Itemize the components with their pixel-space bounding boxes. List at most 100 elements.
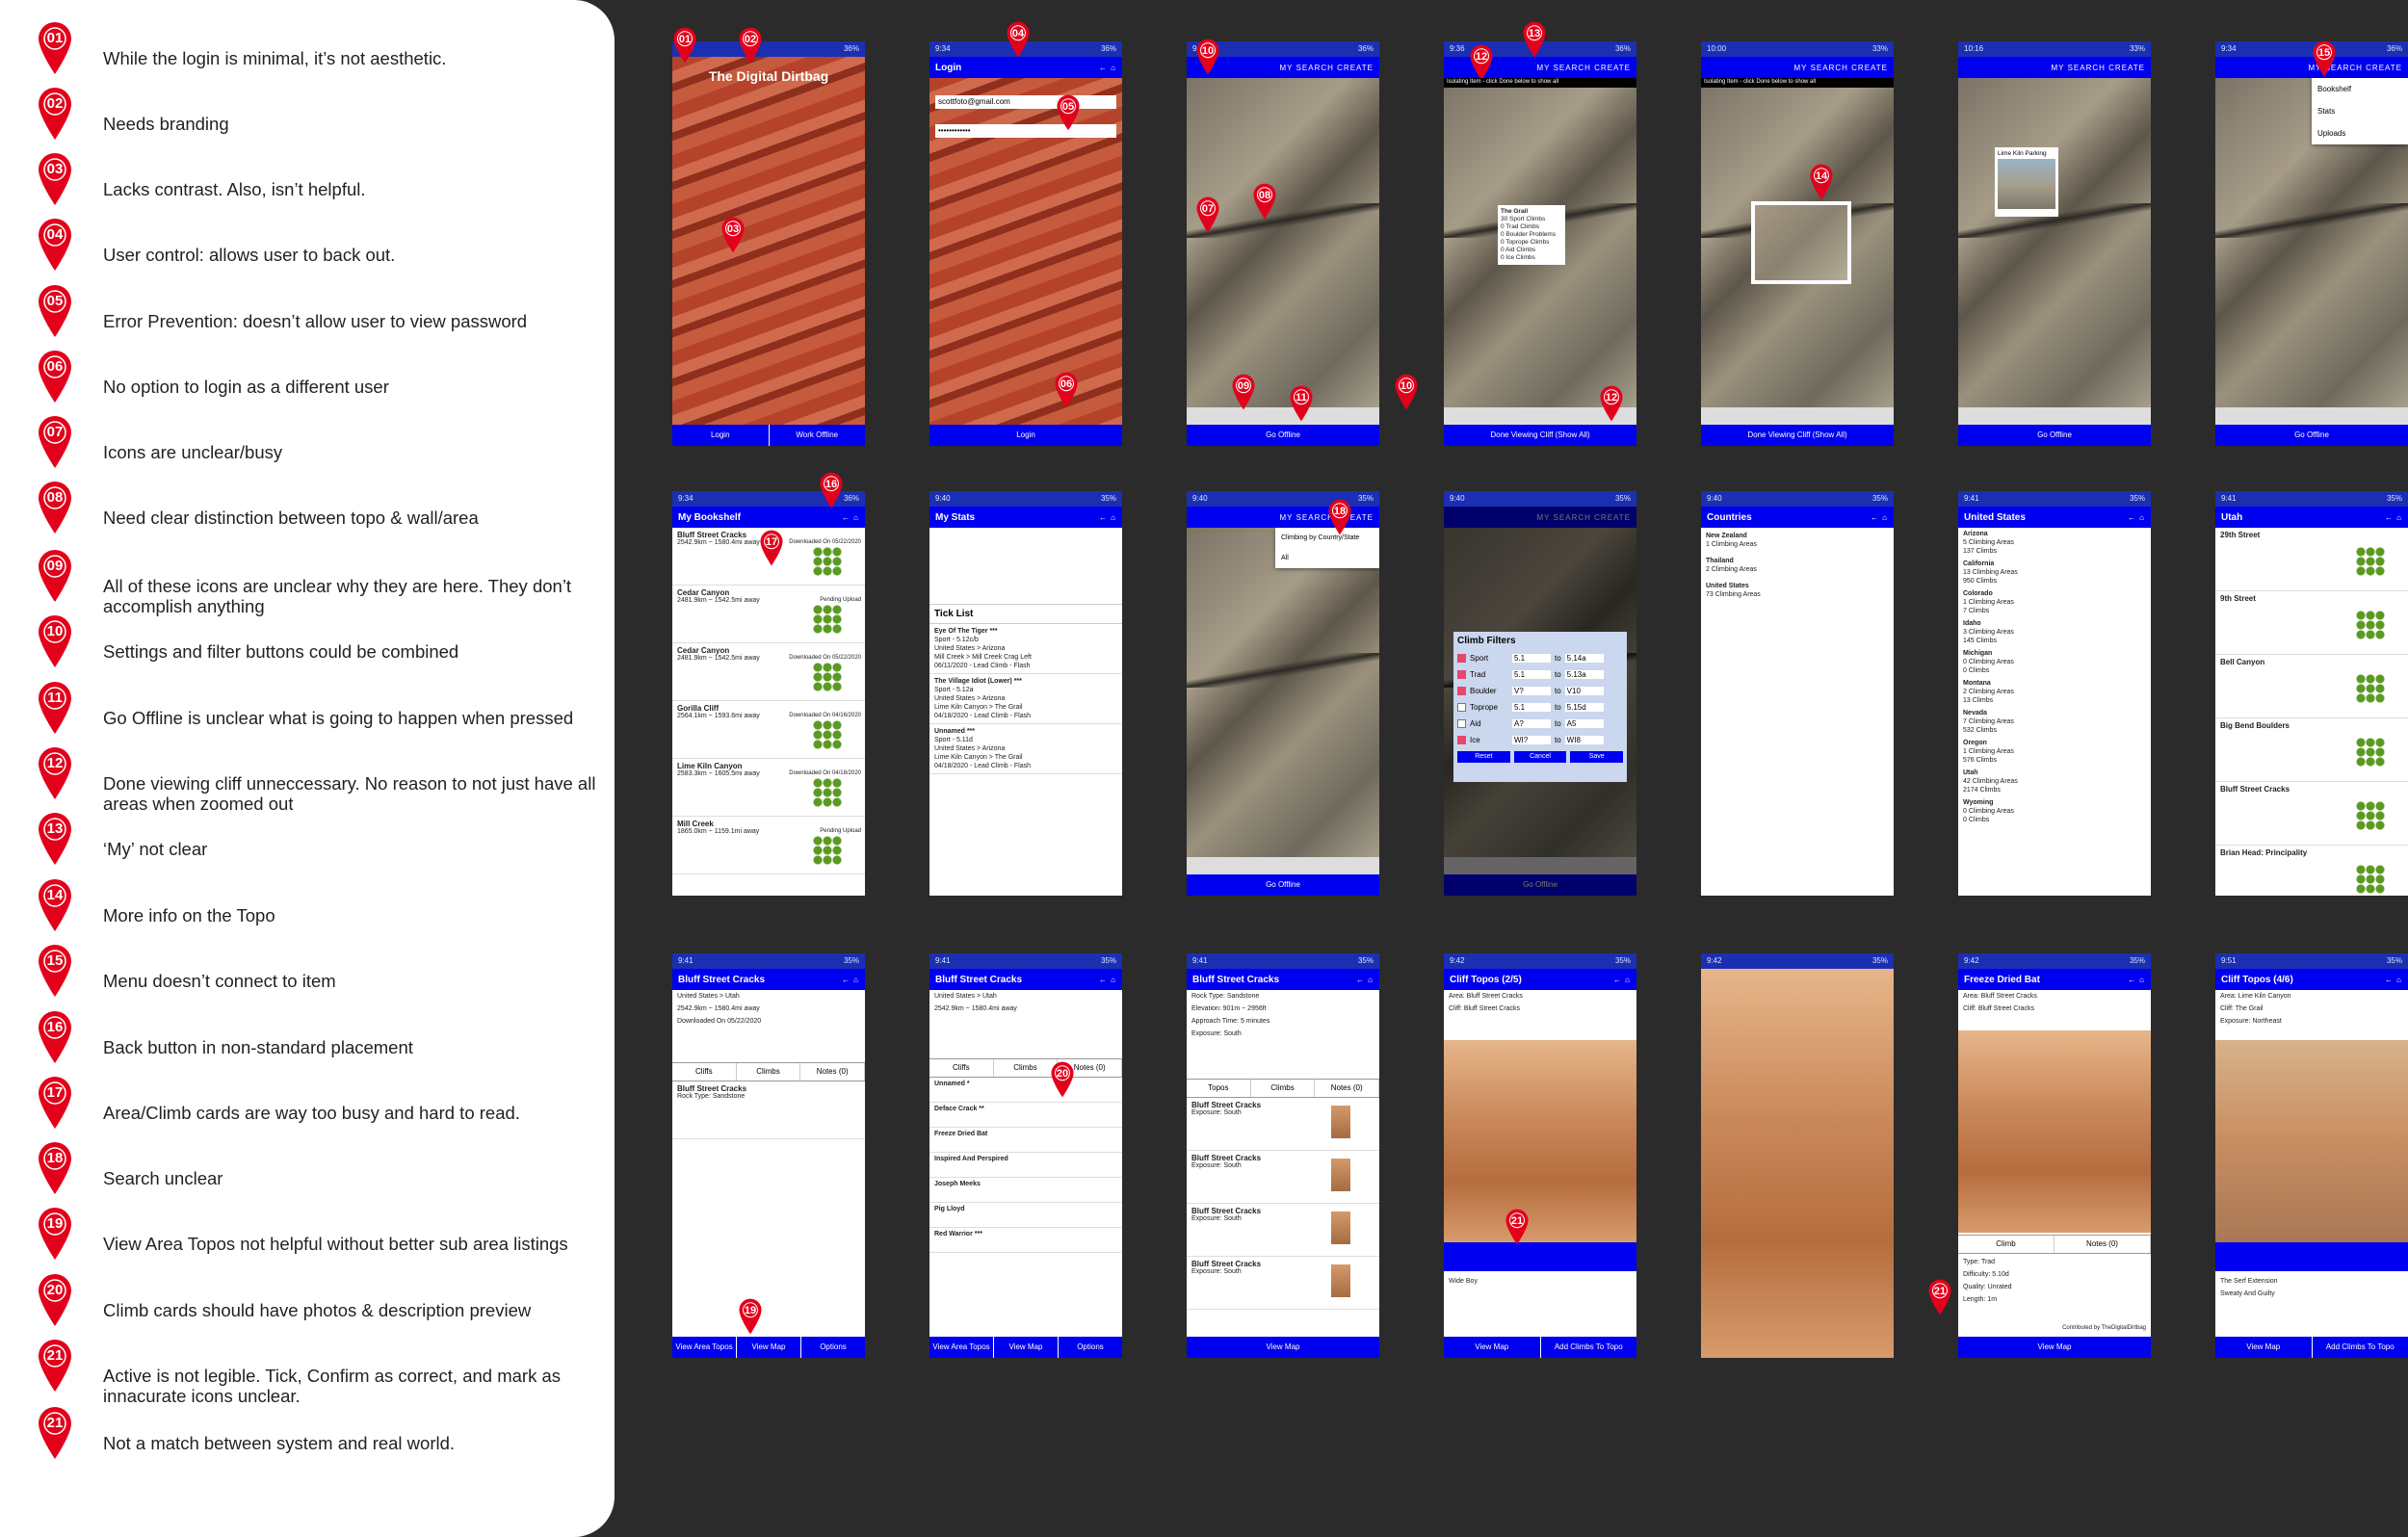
climb-card[interactable]: Freeze Dried Bat	[929, 1128, 1122, 1153]
season-dots	[2356, 738, 2385, 767]
tick-item[interactable]: The Village Idiot (Lower) *** Sport - 5.1…	[929, 674, 1122, 724]
map-menu[interactable]: MY SEARCH CREATE	[1279, 63, 1374, 72]
state-item[interactable]: Wyoming 0 Climbing Areas 0 Climbs	[1963, 799, 2014, 823]
country-item[interactable]: Thailand 2 Climbing Areas	[1706, 558, 1757, 573]
cliff-card[interactable]: Bluff Street Cracks Rock Type: Sandstone	[672, 1081, 865, 1139]
tab-notes[interactable]: Notes (0)	[800, 1063, 865, 1081]
annotation-legend: 01 While the login is minimal, it’s not a…	[0, 0, 615, 1537]
filter-row[interactable]: Boulder V? to V10	[1457, 683, 1623, 699]
area-card[interactable]: Mill Creek 1865.0km ~ 1159.1mi away Pendin…	[672, 817, 865, 874]
checkbox[interactable]	[1457, 736, 1466, 744]
legend-text: View Area Topos not helpful without bett…	[103, 1234, 568, 1254]
area-card[interactable]: Bluff Street Cracks	[2215, 782, 2408, 846]
checkbox[interactable]	[1457, 687, 1466, 695]
state-item[interactable]: Nevada 7 Climbing Areas 532 Climbs	[1963, 710, 2014, 734]
map-pin-icon: 02	[37, 87, 73, 141]
tab-climbs[interactable]: Climbs	[737, 1063, 801, 1081]
state-item[interactable]: Colorado 1 Climbing Areas 7 Climbs	[1963, 590, 2014, 614]
legend-text: All of these icons are unclear why they …	[103, 576, 572, 616]
topo-card[interactable]: Bluff Street Cracks Exposure: South	[1187, 1257, 1379, 1310]
work-offline-button[interactable]: Work Offline	[796, 430, 839, 439]
climb-card[interactable]: Red Warrior ***	[929, 1228, 1122, 1253]
filter-row[interactable]: Ice WI? to WI8	[1457, 732, 1623, 748]
tick-item[interactable]: Unnamed *** Sport - 5.11d United States > …	[929, 724, 1122, 774]
filter-row[interactable]: Sport 5.1 to 5.14a	[1457, 650, 1623, 666]
state-item[interactable]: Michigan 0 Climbing Areas 0 Climbs	[1963, 650, 2014, 674]
topo-thumbnail-popup[interactable]	[1751, 201, 1851, 284]
save-button[interactable]: Save	[1570, 751, 1624, 763]
area-card[interactable]: Cedar Canyon 2481.9km ~ 1542.5mi away Pend…	[672, 586, 865, 643]
area-card[interactable]: Lime Kiln Canyon 2583.3km ~ 1605.5mi away…	[672, 759, 865, 817]
annotation-pin-icon: 21	[1505, 1209, 1530, 1245]
state-item[interactable]: Montana 2 Climbing Areas 13 Climbs	[1963, 680, 2014, 704]
climb-card[interactable]: Pig Lloyd	[929, 1203, 1122, 1228]
climb-card[interactable]: Deface Crack **	[929, 1103, 1122, 1128]
state-item[interactable]: Oregon 1 Climbing Areas 576 Climbs	[1963, 740, 2014, 764]
reset-button[interactable]: Reset	[1457, 751, 1510, 763]
climb-card[interactable]: Joseph Meeks	[929, 1178, 1122, 1203]
map-pin-icon: 15	[37, 944, 73, 998]
back-home-icons[interactable]: ← ⌂	[1098, 63, 1116, 72]
climb-card[interactable]: Inspired And Perspired	[929, 1153, 1122, 1178]
menu-item-stats[interactable]: Stats	[2317, 107, 2336, 116]
active-topo-bar[interactable]	[1444, 1242, 1636, 1271]
area-card[interactable]: 29th Street	[2215, 528, 2408, 591]
search-all[interactable]: All	[1281, 555, 1289, 561]
login-button[interactable]: Login	[672, 425, 770, 446]
topo-card[interactable]: Bluff Street Cracks Exposure: South	[1187, 1098, 1379, 1151]
state-item[interactable]: Idaho 3 Climbing Areas 145 Climbs	[1963, 620, 2014, 644]
login-button[interactable]: Login	[1016, 430, 1035, 439]
country-item[interactable]: New Zealand 1 Climbing Areas	[1706, 533, 1757, 548]
go-offline-button[interactable]: Go Offline	[1266, 430, 1300, 439]
area-card[interactable]: Brian Head: Principality	[2215, 846, 2408, 896]
legend-text: ‘My’ not clear	[103, 839, 208, 859]
filter-row[interactable]: Toprope 5.1 to 5.15d	[1457, 699, 1623, 716]
view-area-topos-button[interactable]: View Area Topos	[672, 1337, 737, 1358]
topo-card[interactable]: Bluff Street Cracks Exposure: South	[1187, 1204, 1379, 1257]
topo-photo-full[interactable]	[1701, 969, 1894, 1358]
area-card[interactable]: Bell Canyon	[2215, 655, 2408, 718]
menu-item-bookshelf[interactable]: Bookshelf	[2317, 85, 2352, 93]
area-card[interactable]: Gorilla Cliff 2564.1km ~ 1593.6mi away Dow…	[672, 701, 865, 759]
climb-card[interactable]: Unnamed *	[929, 1078, 1122, 1103]
area-card[interactable]: 9th Street	[2215, 591, 2408, 655]
map-pin-icon: 06	[37, 350, 73, 404]
area-card[interactable]: Big Bend Boulders	[2215, 718, 2408, 782]
add-climbs-button[interactable]: Add Climbs To Topo	[1554, 1342, 1623, 1351]
email-field[interactable]: scottfoto@gmail.com	[935, 95, 1116, 109]
topo-photo[interactable]	[1444, 1040, 1636, 1242]
menu-item-uploads[interactable]: Uploads	[2317, 129, 2346, 138]
state-item[interactable]: California 13 Climbing Areas 950 Climbs	[1963, 560, 2018, 585]
state-item[interactable]: Utah 42 Climbing Areas 2174 Climbs	[1963, 769, 2018, 794]
checkbox[interactable]	[1457, 670, 1466, 679]
legend-text: More info on the Topo	[103, 905, 275, 925]
area-card[interactable]: Cedar Canyon 2481.9km ~ 1542.5mi away Down…	[672, 643, 865, 701]
app-title: The Digital Dirtbag	[708, 68, 829, 84]
satellite-map[interactable]	[1187, 78, 1379, 425]
state-item[interactable]: Arizona 5 Climbing Areas 137 Climbs	[1963, 531, 2014, 555]
filter-row[interactable]: Trad 5.1 to 5.13a	[1457, 666, 1623, 683]
country-item[interactable]: United States 73 Climbing Areas	[1706, 583, 1761, 598]
area-card[interactable]: Bluff Street Cracks 2542.9km ~ 1580.4mi a…	[672, 528, 865, 586]
parking-popup[interactable]: Lime Kiln Parking	[1995, 147, 2058, 217]
filter-row[interactable]: Aid A? to A5	[1457, 716, 1623, 732]
cancel-button[interactable]: Cancel	[1513, 751, 1567, 763]
map-pin-icon: 14	[37, 878, 73, 932]
done-viewing-button[interactable]: Done Viewing Cliff (Show All)	[1490, 430, 1590, 439]
options-button[interactable]: Options	[820, 1342, 847, 1351]
tick-item[interactable]: Eye Of The Tiger *** Sport - 5.12c/b Unite…	[929, 624, 1122, 674]
view-map-button[interactable]: View Map	[737, 1337, 801, 1358]
tab-topos[interactable]: Topos	[1187, 1080, 1251, 1097]
tab-cliffs[interactable]: Cliffs	[672, 1063, 737, 1081]
checkbox[interactable]	[1457, 719, 1466, 728]
map-toolbar[interactable]	[1187, 407, 1379, 425]
password-field[interactable]: ••••••••••••	[935, 124, 1116, 138]
checkbox[interactable]	[1457, 654, 1466, 663]
checkbox[interactable]	[1457, 703, 1466, 712]
topo-card[interactable]: Bluff Street Cracks Exposure: South	[1187, 1151, 1379, 1204]
legend-text: Search unclear	[103, 1168, 223, 1188]
search-by-country[interactable]: Climbing by Country/State	[1281, 534, 1360, 541]
legend-text: Menu doesn’t connect to item	[103, 971, 336, 991]
